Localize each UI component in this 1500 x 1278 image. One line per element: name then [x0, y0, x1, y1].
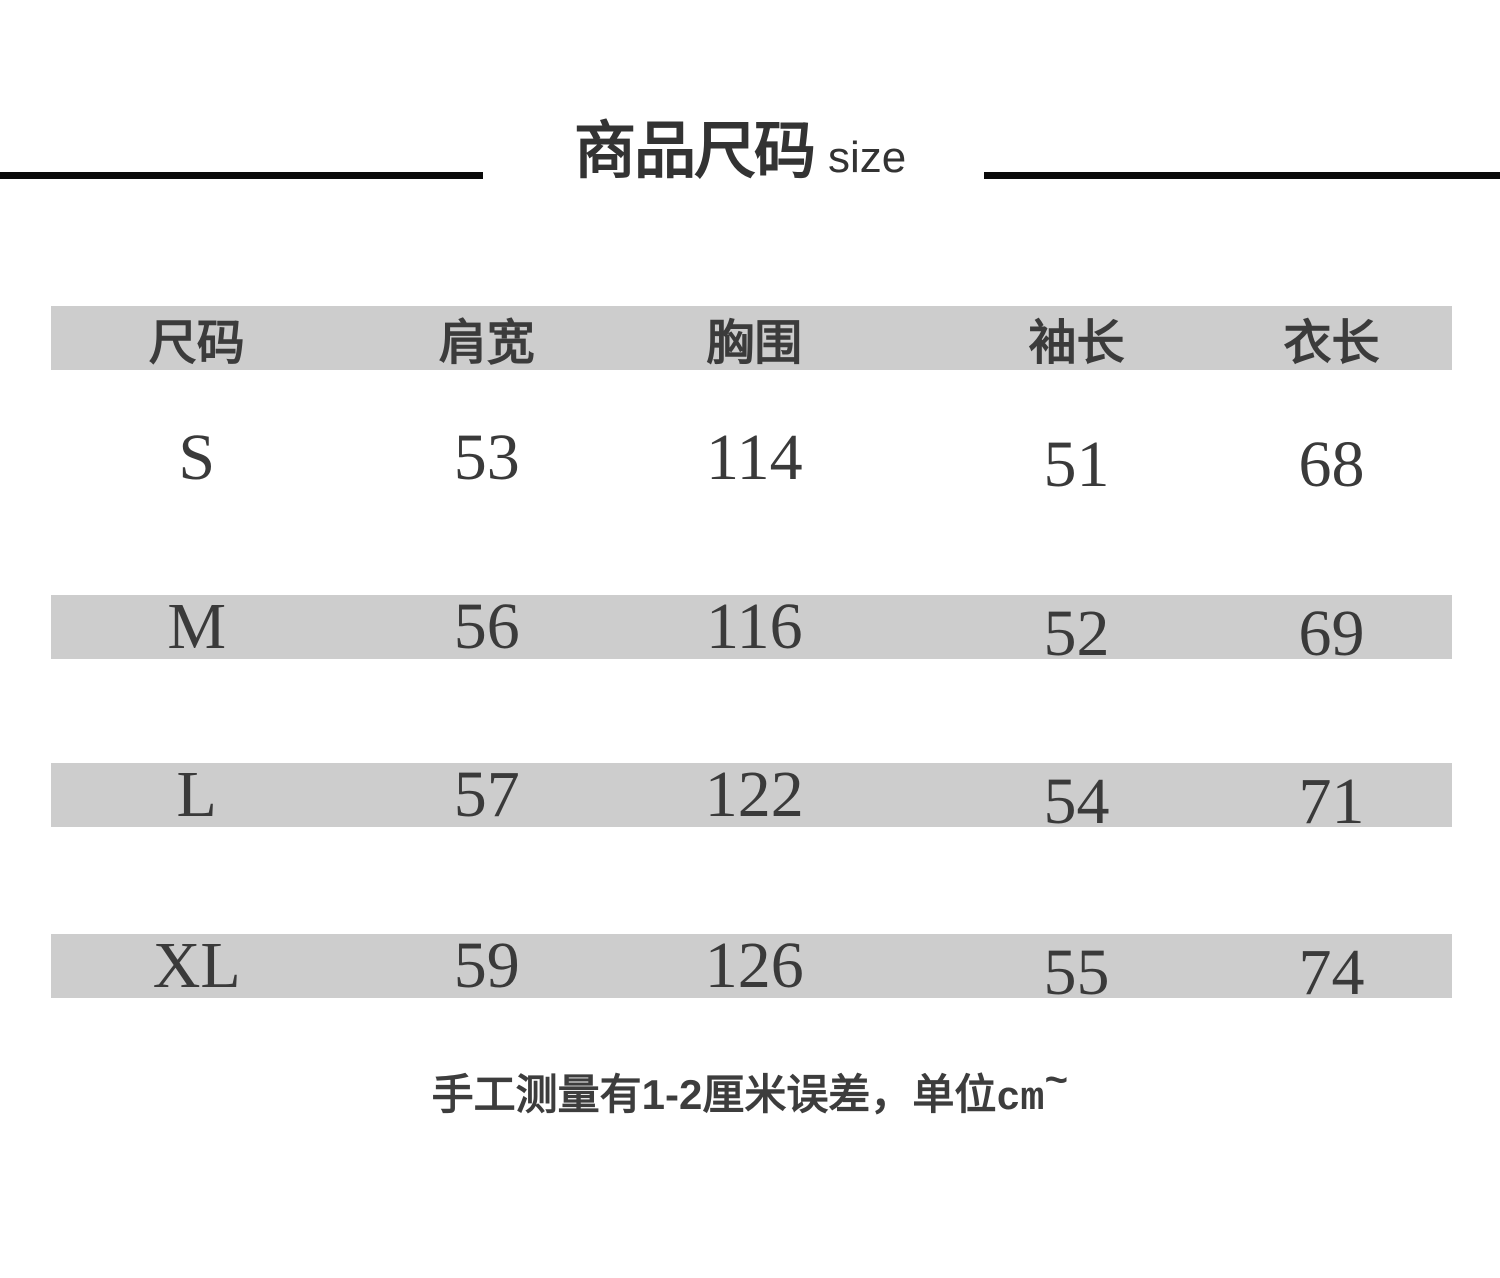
column-header-sleeve: 袖长 — [1028, 317, 1125, 370]
bust-value: 114 — [706, 421, 803, 494]
table-row-s: S 53 114 51 68 — [51, 421, 1452, 501]
column-header-size: 尺码 — [148, 317, 245, 370]
table-row-m: M 56 116 52 69 — [51, 590, 1452, 670]
shoulder-value: 57 — [453, 758, 520, 831]
shoulder-value: 53 — [453, 421, 520, 494]
length-value: 68 — [1298, 428, 1365, 501]
shoulder-value: 59 — [453, 929, 520, 1002]
column-header-bust: 胸围 — [706, 317, 803, 370]
shoulder-value: 56 — [453, 590, 520, 663]
length-value: 69 — [1298, 597, 1365, 670]
size-label: M — [167, 590, 227, 663]
size-label: XL — [152, 929, 241, 1002]
table-row-xl: XL 59 126 55 74 — [51, 929, 1452, 1009]
bust-value: 122 — [704, 758, 804, 831]
sleeve-value: 51 — [1043, 428, 1110, 501]
bust-value: 126 — [704, 929, 804, 1002]
sleeve-value: 54 — [1043, 765, 1110, 838]
bust-value: 116 — [706, 590, 803, 663]
table-header-row: 尺码 肩宽 胸围 袖长 衣长 — [51, 306, 1452, 370]
column-header-shoulder: 肩宽 — [438, 317, 535, 370]
measurement-note: 手工测量有1-2厘米误差，单位cm~ — [0, 1061, 1500, 1122]
measurement-note-text: 手工测量有1-2厘米误差，单位 — [431, 1071, 997, 1118]
sleeve-value: 55 — [1043, 936, 1110, 1009]
size-label: S — [178, 421, 216, 494]
length-value: 74 — [1298, 936, 1365, 1009]
size-label: L — [176, 758, 217, 831]
length-value: 71 — [1298, 765, 1365, 838]
measurement-tilde: ~ — [1044, 1061, 1069, 1106]
page-title: 商品尺码 size — [574, 112, 906, 192]
table-row-l: L 57 122 54 71 — [51, 758, 1452, 838]
title-divider-left — [0, 172, 483, 179]
sleeve-value: 52 — [1043, 597, 1110, 670]
column-header-length: 衣长 — [1283, 317, 1380, 370]
page-subtitle-text: size — [828, 133, 907, 182]
page-title-text: 商品尺码 — [574, 117, 816, 186]
measurement-unit: cm — [996, 1077, 1045, 1122]
title-divider-right — [984, 172, 1500, 179]
